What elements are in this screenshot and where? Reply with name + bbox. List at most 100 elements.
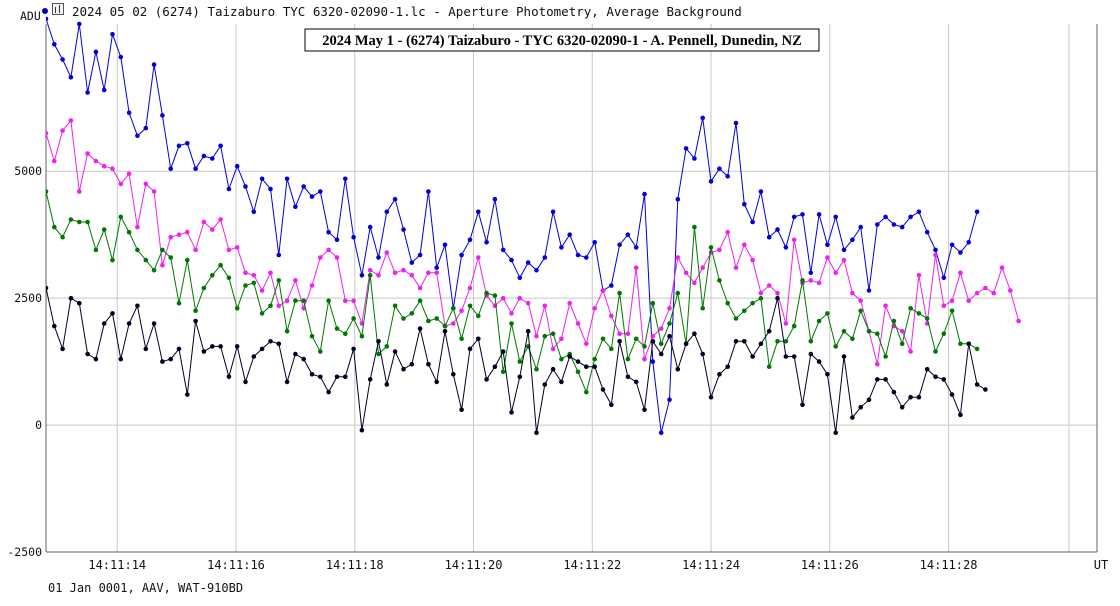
data-point — [683, 146, 689, 151]
data-point — [617, 290, 622, 296]
data-point — [126, 110, 132, 116]
data-point — [592, 356, 597, 362]
data-point — [118, 54, 124, 60]
data-point — [600, 387, 606, 392]
y-axis-label: ADU — [20, 9, 41, 23]
data-point — [500, 295, 506, 301]
data-point — [775, 290, 780, 296]
data-point — [77, 189, 82, 194]
data-point — [52, 42, 57, 47]
file-title: 2024 05 02 (6274) Taizaburo TYC 6320-020… — [72, 4, 742, 19]
data-point — [359, 333, 365, 339]
data-point — [218, 217, 223, 222]
data-point — [118, 356, 124, 362]
data-point — [667, 397, 672, 403]
data-point — [941, 275, 947, 281]
data-point — [392, 270, 398, 276]
data-point — [875, 222, 880, 227]
data-point — [949, 392, 955, 397]
data-point — [725, 229, 730, 235]
data-point — [185, 141, 190, 146]
data-point — [717, 278, 722, 283]
data-point — [808, 351, 814, 357]
data-point — [201, 349, 207, 354]
data-point — [500, 247, 506, 253]
data-point — [592, 240, 597, 245]
data-point — [850, 237, 855, 243]
data-point — [742, 339, 747, 344]
chart-options-icon[interactable] — [52, 3, 64, 15]
data-point — [509, 257, 514, 263]
x-axis-label: UT — [1094, 558, 1108, 572]
data-point — [725, 364, 730, 370]
data-point — [359, 427, 365, 433]
data-point — [509, 321, 514, 326]
data-point — [334, 237, 340, 243]
data-point — [675, 255, 681, 260]
data-point — [899, 341, 905, 347]
chart-title: 2024 May 1 - (6274) Taizaburo - TYC 6320… — [322, 33, 802, 49]
data-point — [46, 189, 49, 194]
data-point — [891, 389, 897, 395]
data-point — [750, 354, 755, 359]
data-point — [60, 346, 65, 352]
data-point — [924, 229, 930, 235]
data-point — [234, 344, 240, 349]
data-point — [52, 323, 57, 329]
data-point — [841, 257, 847, 263]
data-point — [259, 311, 265, 316]
data-point — [417, 285, 423, 291]
data-point — [218, 143, 223, 149]
data-point — [974, 346, 980, 352]
data-point — [218, 344, 223, 349]
data-point — [933, 247, 938, 253]
data-point — [451, 306, 456, 311]
data-point — [226, 186, 232, 192]
data-point — [800, 402, 805, 408]
series-line-4 — [46, 287, 986, 433]
data-point — [700, 265, 705, 271]
data-point — [550, 331, 556, 337]
data-point — [276, 341, 282, 347]
data-point — [758, 341, 764, 347]
data-point — [193, 166, 198, 171]
data-point — [226, 275, 232, 281]
data-point — [52, 224, 57, 230]
data-point — [683, 270, 689, 276]
data-point — [941, 377, 947, 382]
data-point — [991, 290, 996, 296]
data-point — [176, 232, 182, 237]
data-point — [110, 311, 115, 316]
data-point — [451, 372, 456, 377]
data-point — [625, 331, 631, 337]
data-point — [326, 298, 331, 304]
data-point — [899, 328, 905, 334]
data-point — [442, 328, 448, 334]
data-point — [858, 405, 863, 410]
data-point — [833, 430, 838, 436]
data-point — [758, 290, 764, 296]
data-point — [409, 273, 415, 278]
data-point — [176, 143, 182, 149]
data-point — [60, 128, 65, 133]
data-point — [816, 359, 822, 364]
data-point — [301, 184, 307, 189]
data-point — [417, 252, 423, 258]
data-point — [974, 382, 980, 387]
data-point — [683, 341, 689, 347]
data-point — [584, 255, 589, 260]
data-point — [318, 255, 323, 260]
data-point — [1008, 288, 1013, 293]
data-point — [758, 189, 764, 194]
data-point — [376, 339, 381, 344]
data-point — [592, 364, 597, 370]
data-point — [276, 278, 282, 283]
data-point — [243, 184, 248, 189]
data-point — [908, 214, 913, 220]
data-point — [376, 351, 381, 357]
chart-title-frame — [304, 28, 820, 52]
data-point — [692, 224, 697, 230]
data-point — [101, 163, 107, 169]
data-point — [434, 379, 440, 385]
